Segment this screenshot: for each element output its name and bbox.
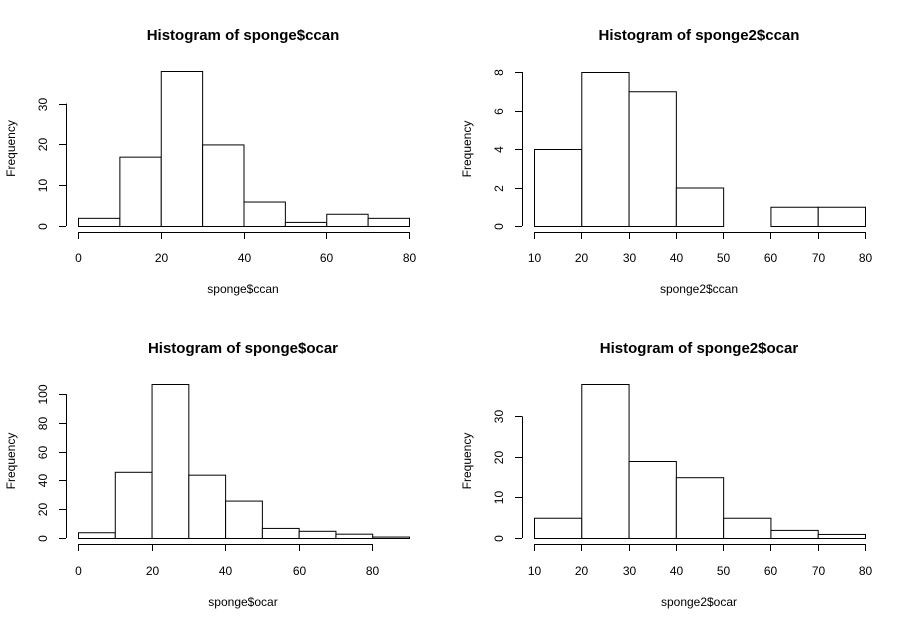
y-tick-label: 20 [492,451,506,465]
histogram-bar [770,529,819,539]
histogram-bar [817,533,867,540]
y-tick-label: 30 [492,410,506,424]
histogram-bar [534,517,583,539]
x-tick-label: 60 [764,251,778,265]
histogram-bar [817,206,867,227]
histogram-bar [335,533,374,540]
y-tick-label: 0 [36,223,50,230]
x-tick-label: 70 [812,564,826,578]
y-tick-label: 20 [36,138,50,152]
histogram-bar [534,149,583,227]
x-tick-label: 20 [155,251,169,265]
histogram-bar [188,474,227,539]
histogram-bar [114,471,153,540]
histogram-bar [298,530,337,539]
y-tick-label: 0 [492,535,506,542]
histogram-bar [78,532,116,539]
histogram-panel-3: Histogram of sponge$ocar 0 20 40 60 80 0 20 40 60… [4,340,411,609]
y-tick-label: 80 [36,417,50,431]
x-tick-label: 10 [528,564,542,578]
x-tick-label: 20 [575,251,589,265]
chart-title: Histogram of sponge$ocar [148,340,338,357]
x-tick-label: 80 [859,564,873,578]
y-axis-label: Frequency [460,121,474,178]
histogram-panel-1: Histogram of sponge$ccan 0 20 40 60 80 0 10 20 30… [4,27,416,296]
y-tick-label: 10 [36,179,50,193]
y-tick-label: 4 [492,146,506,153]
x-tick-label: 60 [764,564,778,578]
y-tick-label: 20 [36,503,50,517]
x-tick-label: 40 [670,564,684,578]
histogram-bar [78,217,121,227]
y-tick-label: 100 [36,384,50,404]
histogram-bar [367,217,410,227]
x-axis-label: sponge$ccan [207,282,278,296]
histogram-bar [326,213,369,227]
histogram-bar [261,527,300,539]
histogram-bar [160,71,204,227]
y-tick-label: 6 [492,108,506,115]
chart-title: Histogram of sponge2$ccan [599,27,800,44]
y-tick-label: 60 [36,446,50,460]
chart-title: Histogram of sponge2$ocar [600,340,799,357]
histogram-bar [675,187,725,227]
y-tick-label: 40 [36,474,50,488]
histogram-bar [628,461,677,539]
y-tick-label: 10 [492,491,506,505]
chart-title: Histogram of sponge$ccan [147,27,340,44]
y-axis-label: Frequency [4,433,18,490]
histogram-bar [151,384,190,539]
x-axis-label: sponge$ocar [208,595,277,609]
histogram-bar [581,72,630,227]
histogram-bar [723,517,772,539]
histogram-bar [675,477,725,540]
x-tick-label: 40 [670,251,684,265]
histogram-bar [243,201,286,228]
x-tick-label: 0 [75,251,82,265]
x-axis-label: sponge2$ccan [660,282,738,296]
x-tick-label: 20 [146,564,160,578]
y-axis-label: Frequency [460,433,474,490]
y-tick-label: 0 [492,223,506,230]
y-axis-label: Frequency [4,120,18,177]
x-tick-label: 40 [238,251,252,265]
x-tick-label: 50 [717,564,731,578]
x-tick-label: 80 [403,251,417,265]
x-tick-label: 30 [623,251,637,265]
histogram-panel-4: Histogram of sponge2$ocar 10 20 30 40 50 60 70 8… [460,340,872,609]
x-tick-label: 30 [623,564,637,578]
x-tick-label: 40 [219,564,233,578]
histogram-bar [770,206,819,227]
x-tick-label: 10 [528,251,542,265]
histogram-bar [225,500,263,539]
histogram-bar [284,221,328,227]
histogram-bar [628,91,677,227]
x-tick-label: 0 [75,564,82,578]
x-tick-label: 60 [293,564,307,578]
y-tick-label: 2 [492,185,506,192]
histogram-bar [202,144,245,227]
histogram-bar [581,384,630,539]
histogram-bar [372,536,411,539]
x-tick-label: 80 [366,564,380,578]
x-tick-label: 70 [812,251,826,265]
x-axis-label: sponge2$ocar [661,595,737,609]
x-tick-label: 80 [859,251,873,265]
histogram-bar [119,156,162,227]
x-tick-label: 60 [320,251,334,265]
y-tick-label: 30 [36,98,50,112]
y-tick-label: 8 [492,69,506,76]
x-tick-label: 50 [717,251,731,265]
y-tick-label: 0 [36,535,50,542]
x-tick-label: 20 [575,564,589,578]
